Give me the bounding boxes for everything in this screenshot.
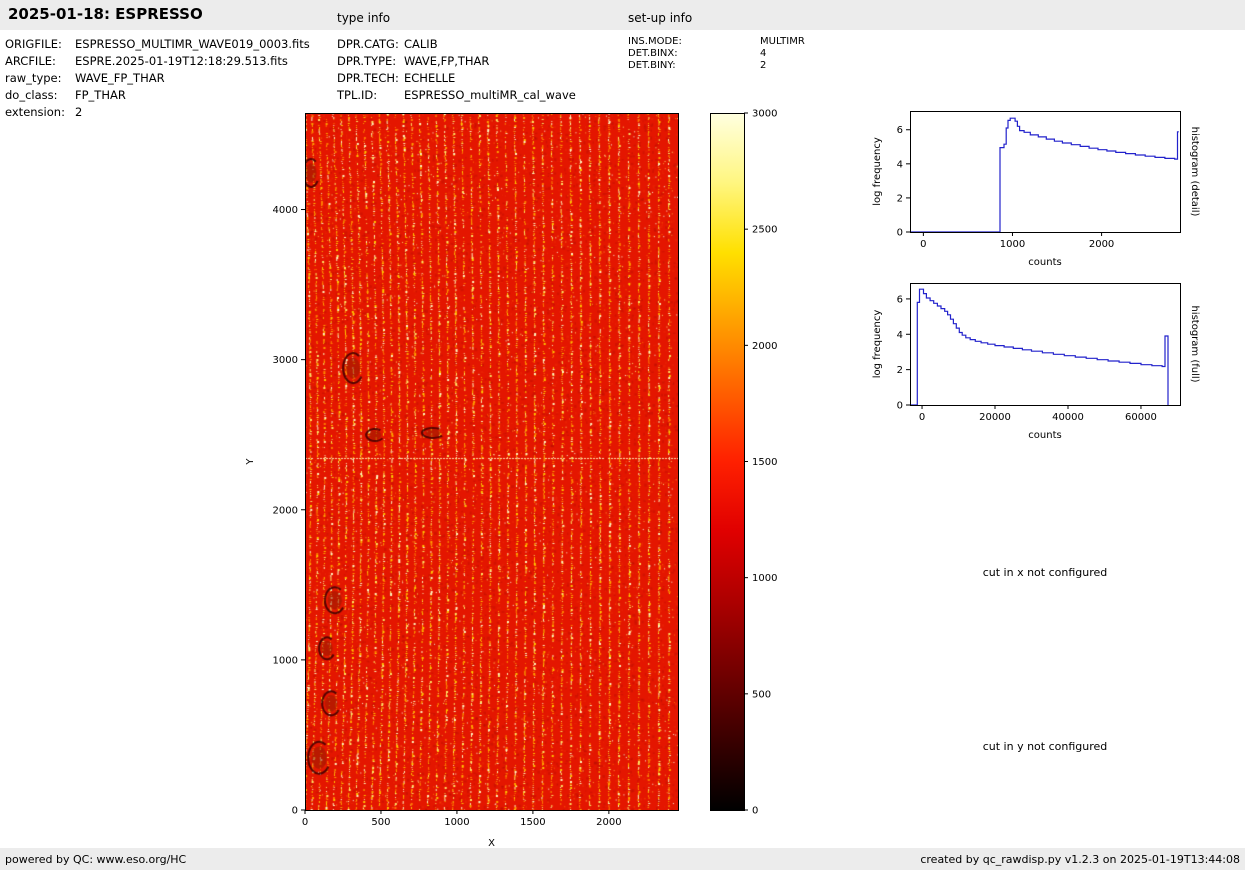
tick-label: 500	[752, 689, 771, 700]
tick-label: 2000	[1089, 239, 1114, 250]
tick-label: Y	[245, 458, 256, 466]
tick-label: 0	[752, 806, 758, 817]
meta-row-extension: extension: 2	[5, 104, 310, 121]
tick-label: 0	[292, 806, 298, 817]
tick-label: 2000	[596, 817, 621, 828]
hist_full-line	[910, 288, 1169, 406]
tick-label: log frequency	[872, 137, 883, 206]
type-info-block: DPR.CATG: CALIB DPR.TYPE: WAVE,FP,THAR DPR…	[337, 36, 576, 104]
tick-label: 2000	[752, 341, 777, 352]
meta-value: MULTIMR	[760, 36, 805, 47]
tick-label: 4	[897, 330, 903, 341]
meta-value: WAVE,FP,THAR	[404, 54, 490, 68]
meta-label: do_class:	[5, 88, 58, 102]
meta-value: FP_THAR	[75, 88, 126, 102]
meta-label: raw_type:	[5, 71, 62, 85]
meta-row-detbiny: DET.BINY: 2	[628, 60, 805, 72]
tick-label: 2	[897, 193, 903, 204]
meta-value: 4	[760, 48, 767, 59]
meta-label: DET.BINY:	[628, 60, 676, 71]
tick-label: 60000	[1125, 412, 1157, 423]
tick-label: 1000	[444, 817, 469, 828]
hist_detail-frame	[910, 111, 1181, 233]
meta-value: WAVE_FP_THAR	[75, 71, 165, 85]
meta-label: DPR.TYPE:	[337, 54, 397, 68]
page-title: 2025-01-18: ESPRESSO	[8, 5, 203, 23]
tick-label: histogram (full)	[1189, 305, 1200, 382]
colorbar	[710, 113, 744, 810]
meta-value: ESPRESSO_multiMR_cal_wave	[404, 88, 576, 102]
tick-label: 0	[920, 239, 926, 250]
header-bar: 2025-01-18: ESPRESSO type info set-up in…	[0, 0, 1245, 30]
setup-info-heading: set-up info	[628, 11, 693, 25]
meta-value: 2	[760, 60, 767, 71]
meta-label: DPR.TECH:	[337, 71, 399, 85]
tick-label: 3000	[752, 109, 777, 120]
tick-label: 4	[897, 159, 903, 170]
meta-row-dprcatg: DPR.CATG: CALIB	[337, 36, 576, 53]
meta-row-dprtype: DPR.TYPE: WAVE,FP,THAR	[337, 53, 576, 70]
meta-row-origfile: ORIGFILE: ESPRESSO_MULTIMR_WAVE019_0003.f…	[5, 36, 310, 53]
meta-row-rawtype: raw_type: WAVE_FP_THAR	[5, 70, 310, 87]
meta-label: ARCFILE:	[5, 54, 56, 68]
cut-x-message: cut in x not configured	[982, 566, 1108, 579]
meta-value: ECHELLE	[404, 71, 456, 85]
footer-bar: powered by QC: www.eso.org/HC created by…	[0, 848, 1245, 870]
footer-created-by: created by qc_rawdisp.py v1.2.3 on 2025-…	[920, 852, 1240, 866]
meta-row-tplid: TPL.ID: ESPRESSO_multiMR_cal_wave	[337, 87, 576, 104]
meta-row-arcfile: ARCFILE: ESPRE.2025-01-19T12:18:29.513.fi…	[5, 53, 310, 70]
footer-powered-by: powered by QC: www.eso.org/HC	[5, 852, 187, 866]
tick-label: 40000	[1052, 412, 1084, 423]
meta-row-detbinx: DET.BINX: 4	[628, 48, 805, 60]
raw-frame-image	[305, 113, 678, 810]
hist_full-frame	[910, 283, 1181, 406]
tick-label: counts	[1028, 257, 1061, 268]
tick-label: 1000	[273, 655, 298, 666]
tick-label: 500	[371, 817, 390, 828]
meta-label: TPL.ID:	[337, 88, 378, 102]
type-info-heading: type info	[337, 11, 391, 25]
tick-label: 0	[919, 412, 925, 423]
tick-label: 0	[897, 401, 903, 412]
meta-value: ESPRE.2025-01-19T12:18:29.513.fits	[75, 54, 288, 68]
file-info-block: ORIGFILE: ESPRESSO_MULTIMR_WAVE019_0003.f…	[5, 36, 310, 121]
tick-label: 3000	[273, 355, 298, 366]
tick-label: 1500	[520, 817, 545, 828]
tick-label: 2000	[273, 505, 298, 516]
tick-label: 2	[897, 365, 903, 376]
tick-label: log frequency	[872, 310, 883, 379]
meta-label: extension:	[5, 105, 65, 119]
meta-value: ESPRESSO_MULTIMR_WAVE019_0003.fits	[75, 37, 310, 51]
tick-label: 4000	[273, 205, 298, 216]
meta-label: ORIGFILE:	[5, 37, 62, 51]
tick-label: 6	[897, 294, 903, 305]
meta-row-insmode: INS.MODE: MULTIMR	[628, 36, 805, 48]
tick-label: 1000	[752, 573, 777, 584]
tick-label: 1000	[1000, 239, 1025, 250]
tick-label: counts	[1028, 430, 1061, 441]
meta-label: DPR.CATG:	[337, 37, 399, 51]
meta-row-doclass: do_class: FP_THAR	[5, 87, 310, 104]
setup-info-block: INS.MODE: MULTIMR DET.BINX: 4 DET.BINY: 2	[628, 36, 805, 72]
cut-y-message: cut in y not configured	[982, 740, 1108, 753]
meta-value: CALIB	[404, 37, 438, 51]
tick-label: 0	[897, 228, 903, 239]
tick-label: 6	[897, 125, 903, 136]
tick-label: 20000	[979, 412, 1011, 423]
tick-label: 0	[302, 817, 308, 828]
meta-value: 2	[75, 105, 83, 119]
meta-label: INS.MODE:	[628, 36, 682, 47]
tick-label: 1500	[752, 457, 777, 468]
meta-row-dprtech: DPR.TECH: ECHELLE	[337, 70, 576, 87]
hist_detail-line	[910, 117, 1179, 233]
meta-label: DET.BINX:	[628, 48, 678, 59]
tick-label: 2500	[752, 225, 777, 236]
tick-label: histogram (detail)	[1189, 127, 1200, 217]
